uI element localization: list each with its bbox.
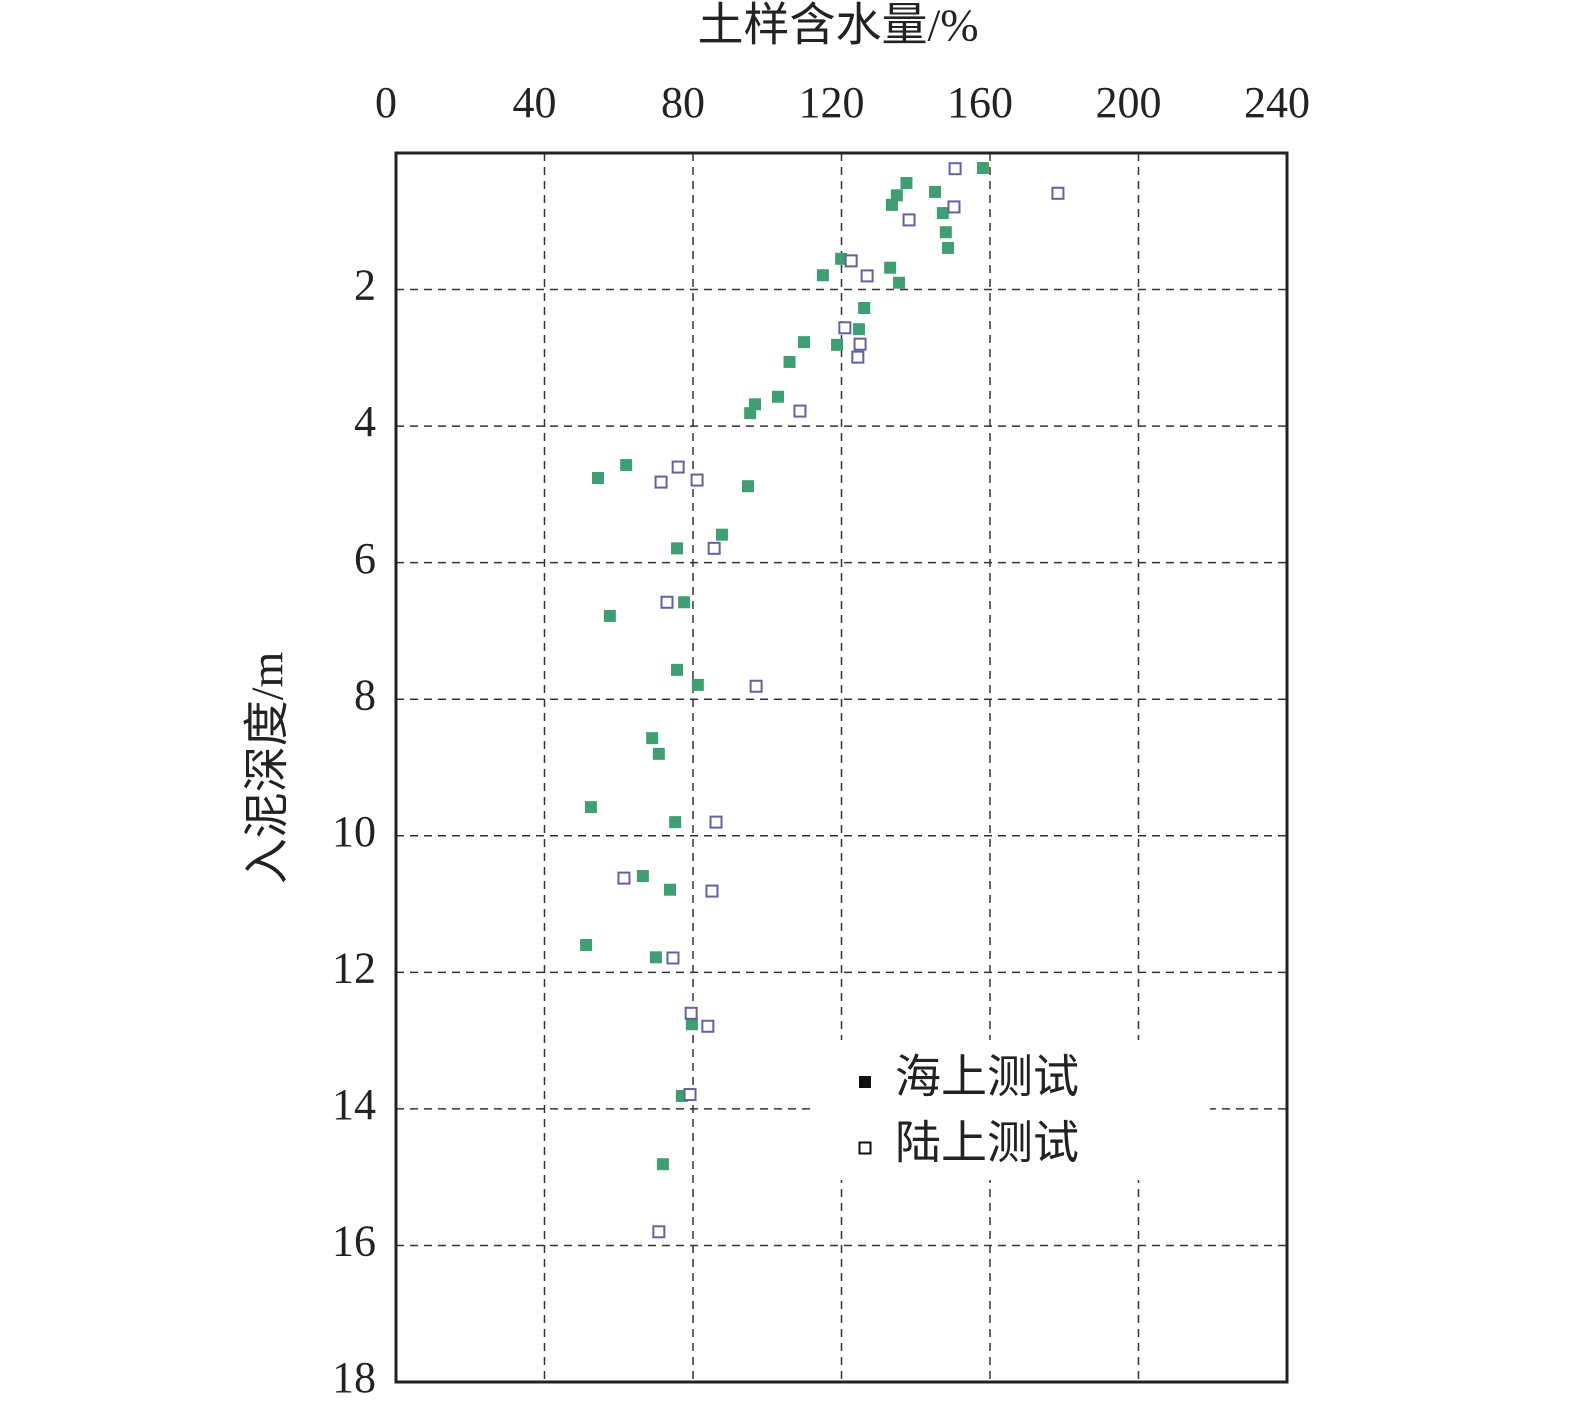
point (620, 459, 633, 472)
point (772, 390, 785, 403)
point (884, 261, 897, 274)
plot-frame (394, 151, 1289, 1384)
point (654, 475, 668, 489)
y-tick-label: 14 (332, 1080, 376, 1129)
point (709, 815, 723, 829)
point (860, 269, 874, 283)
grid (395, 153, 1288, 1383)
point (649, 951, 662, 964)
point (684, 1006, 698, 1020)
point (893, 276, 906, 289)
point (663, 883, 676, 896)
x-tick-label: 0 (375, 78, 397, 127)
point (858, 301, 871, 314)
point (701, 1019, 715, 1033)
point (816, 269, 829, 282)
legend-marker (859, 1076, 871, 1088)
point (671, 542, 684, 555)
point (838, 321, 852, 335)
x-tick-label: 240 (1244, 78, 1310, 127)
y-axis-title: 入泥深度/m (242, 652, 293, 885)
y-tick-label: 16 (332, 1217, 376, 1266)
x-axis-title: 土样含水量/% (697, 0, 978, 51)
legend-background (810, 1040, 1210, 1180)
point (584, 801, 597, 814)
point (691, 678, 704, 691)
point (831, 338, 844, 351)
point (976, 162, 989, 175)
point (900, 177, 913, 190)
point (798, 336, 811, 349)
point (744, 407, 757, 420)
point (690, 473, 704, 487)
point (656, 1158, 669, 1171)
point (948, 162, 962, 176)
y-tick-label: 2 (354, 261, 376, 310)
marks (580, 162, 1065, 1239)
y-tick-label: 12 (332, 943, 376, 992)
point (1051, 186, 1065, 200)
point (652, 1225, 666, 1239)
point (947, 200, 961, 214)
point (646, 732, 659, 745)
point (652, 747, 665, 760)
legend-label: 海上测试 (895, 1052, 1079, 1103)
point (853, 337, 867, 351)
point (902, 213, 916, 227)
x-tick-label: 80 (661, 78, 705, 127)
x-tick-label: 200 (1096, 78, 1162, 127)
point (942, 241, 955, 254)
point (749, 679, 763, 693)
x-tick-label: 40 (513, 78, 557, 127)
point (741, 480, 754, 493)
y-tick-label: 18 (332, 1353, 376, 1402)
y-tick-label: 4 (354, 397, 376, 446)
point (929, 185, 942, 198)
y-tick-label: 8 (354, 670, 376, 719)
point (936, 207, 949, 220)
point (851, 350, 865, 364)
point (683, 1088, 697, 1102)
point (636, 870, 649, 883)
point (678, 596, 691, 609)
point (705, 884, 719, 898)
legend-marker (858, 1141, 872, 1155)
x-tick-label: 160 (947, 78, 1013, 127)
point (669, 816, 682, 829)
point (793, 404, 807, 418)
point (617, 871, 631, 885)
y-tick-label: 10 (332, 807, 376, 856)
point (707, 541, 721, 555)
point (783, 355, 796, 368)
point (844, 254, 858, 268)
point (591, 472, 604, 485)
legend-label: 陆上测试 (895, 1118, 1079, 1169)
point (715, 528, 728, 541)
point (671, 460, 685, 474)
point (666, 951, 680, 965)
point (580, 939, 593, 952)
y-tick-label: 6 (354, 534, 376, 583)
point (671, 663, 684, 676)
point (603, 609, 616, 622)
point (852, 323, 865, 336)
point (939, 226, 952, 239)
x-tick-label: 120 (799, 78, 865, 127)
point (660, 595, 674, 609)
point (685, 1018, 698, 1031)
point (885, 198, 898, 211)
